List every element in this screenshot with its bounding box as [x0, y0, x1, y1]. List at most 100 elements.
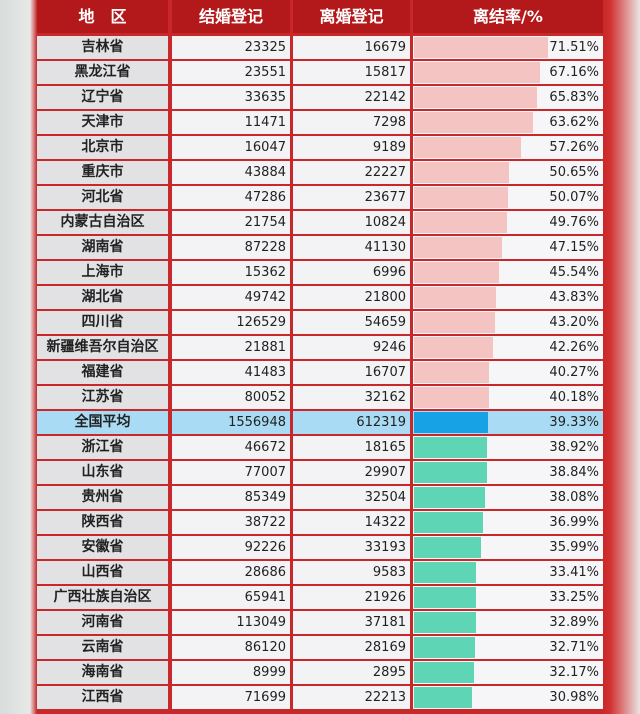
rate-label: 50.65%: [549, 165, 599, 180]
marriages-cell: 16047: [172, 136, 290, 159]
region-cell: 江苏省: [37, 386, 168, 409]
divorces-cell: 22142: [293, 86, 410, 109]
rate-label: 43.20%: [549, 315, 599, 330]
region-cell: 重庆市: [37, 161, 168, 184]
marriages-cell: 43884: [172, 161, 290, 184]
marriages-cell: 15362: [172, 261, 290, 284]
rate-bar: [414, 512, 484, 533]
region-cell: 陕西省: [37, 511, 168, 534]
rate-cell: 32.17%: [413, 661, 603, 684]
marriages-cell: 87228: [172, 236, 290, 259]
header-marriages: 结婚登记: [172, 0, 290, 33]
region-cell: 广西壮族自治区: [37, 586, 168, 609]
rate-cell: 47.15%: [413, 236, 603, 259]
region-cell: 福建省: [37, 361, 168, 384]
rate-bar: [414, 462, 487, 483]
rate-bar: [414, 312, 495, 333]
rate-bar: [414, 187, 508, 208]
rate-cell: 50.65%: [413, 161, 603, 184]
region-cell: 河南省: [37, 611, 168, 634]
marriages-cell: 71699: [172, 686, 290, 709]
header-region: 地 区: [37, 0, 168, 33]
marriages-cell: 11471: [172, 111, 290, 134]
rate-cell: 38.08%: [413, 486, 603, 509]
rate-label: 67.16%: [549, 65, 599, 80]
rate-cell: 33.41%: [413, 561, 603, 584]
rate-label: 57.26%: [549, 140, 599, 155]
marriages-cell: 1556948: [172, 411, 290, 434]
rate-bar: [414, 162, 509, 183]
rate-bar: [414, 262, 500, 283]
header-divorces: 离婚登记: [293, 0, 410, 33]
divorces-cell: 16679: [293, 36, 410, 59]
marriages-cell: 85349: [172, 486, 290, 509]
rate-cell: 45.54%: [413, 261, 603, 284]
region-cell: 江西省: [37, 686, 168, 709]
divorces-cell: 23677: [293, 186, 410, 209]
rate-cell: 36.99%: [413, 511, 603, 534]
rate-label: 50.07%: [549, 190, 599, 205]
rate-bar: [414, 212, 508, 233]
rate-cell: 38.92%: [413, 436, 603, 459]
rate-label: 30.98%: [549, 690, 599, 705]
divorces-cell: 28169: [293, 636, 410, 659]
marriages-cell: 28686: [172, 561, 290, 584]
divorces-cell: 16707: [293, 361, 410, 384]
region-cell: 黑龙江省: [37, 61, 168, 84]
rate-bar: [414, 362, 490, 383]
divorces-cell: 9189: [293, 136, 410, 159]
rate-cell: 33.25%: [413, 586, 603, 609]
rate-cell: 35.99%: [413, 536, 603, 559]
divorces-cell: 612319: [293, 411, 410, 434]
marriages-cell: 47286: [172, 186, 290, 209]
rate-cell: 40.27%: [413, 361, 603, 384]
rate-bar: [414, 287, 496, 308]
rate-label: 38.08%: [549, 490, 599, 505]
rate-bar: [414, 87, 538, 108]
marriages-cell: 21754: [172, 211, 290, 234]
divorces-cell: 9246: [293, 336, 410, 359]
rate-cell: 71.51%: [413, 36, 603, 59]
region-cell: 湖南省: [37, 236, 168, 259]
region-cell: 山东省: [37, 461, 168, 484]
region-cell: 四川省: [37, 311, 168, 334]
marriages-cell: 33635: [172, 86, 290, 109]
header-rate: 离结率/%: [413, 0, 603, 33]
rate-label: 45.54%: [549, 265, 599, 280]
rate-bar: [414, 612, 476, 633]
rate-cell: 30.98%: [413, 686, 603, 709]
region-cell: 上海市: [37, 261, 168, 284]
rate-label: 39.33%: [549, 415, 599, 430]
rate-bar: [414, 412, 488, 433]
rate-label: 35.99%: [549, 540, 599, 555]
divorces-cell: 29907: [293, 461, 410, 484]
rate-label: 38.84%: [549, 465, 599, 480]
marriages-cell: 92226: [172, 536, 290, 559]
marriages-cell: 21881: [172, 336, 290, 359]
rate-cell: 57.26%: [413, 136, 603, 159]
rate-cell: 32.89%: [413, 611, 603, 634]
divorces-cell: 33193: [293, 536, 410, 559]
rate-cell: 65.83%: [413, 86, 603, 109]
rate-label: 47.15%: [549, 240, 599, 255]
rate-bar: [414, 637, 476, 658]
divorces-cell: 21926: [293, 586, 410, 609]
marriages-cell: 80052: [172, 386, 290, 409]
region-cell: 河北省: [37, 186, 168, 209]
divorces-cell: 15817: [293, 61, 410, 84]
rate-label: 33.25%: [549, 590, 599, 605]
region-cell: 海南省: [37, 661, 168, 684]
rate-cell: 40.18%: [413, 386, 603, 409]
rate-cell: 39.33%: [413, 411, 603, 434]
rate-cell: 43.83%: [413, 286, 603, 309]
rate-bar: [414, 662, 475, 683]
region-cell: 安徽省: [37, 536, 168, 559]
rate-cell: 32.71%: [413, 636, 603, 659]
rate-bar: [414, 112, 533, 133]
rate-bar: [414, 337, 494, 358]
rate-label: 43.83%: [549, 290, 599, 305]
divorces-cell: 41130: [293, 236, 410, 259]
rate-bar: [414, 137, 522, 158]
rate-cell: 38.84%: [413, 461, 603, 484]
rate-label: 38.92%: [549, 440, 599, 455]
